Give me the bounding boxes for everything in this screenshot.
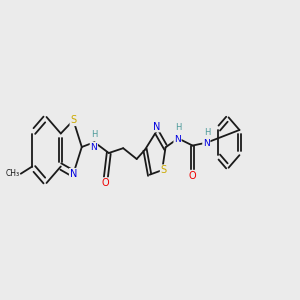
Text: N: N <box>90 142 97 152</box>
Text: CH₃: CH₃ <box>5 169 19 178</box>
Text: N: N <box>70 169 77 179</box>
Text: N: N <box>203 139 210 148</box>
Text: O: O <box>189 171 196 181</box>
Text: H: H <box>175 123 181 132</box>
Text: N: N <box>174 135 181 144</box>
Text: S: S <box>70 115 76 125</box>
Text: N: N <box>153 122 160 132</box>
Text: H: H <box>204 128 210 136</box>
Text: S: S <box>160 165 167 175</box>
Text: O: O <box>102 178 110 188</box>
Text: H: H <box>91 130 98 139</box>
